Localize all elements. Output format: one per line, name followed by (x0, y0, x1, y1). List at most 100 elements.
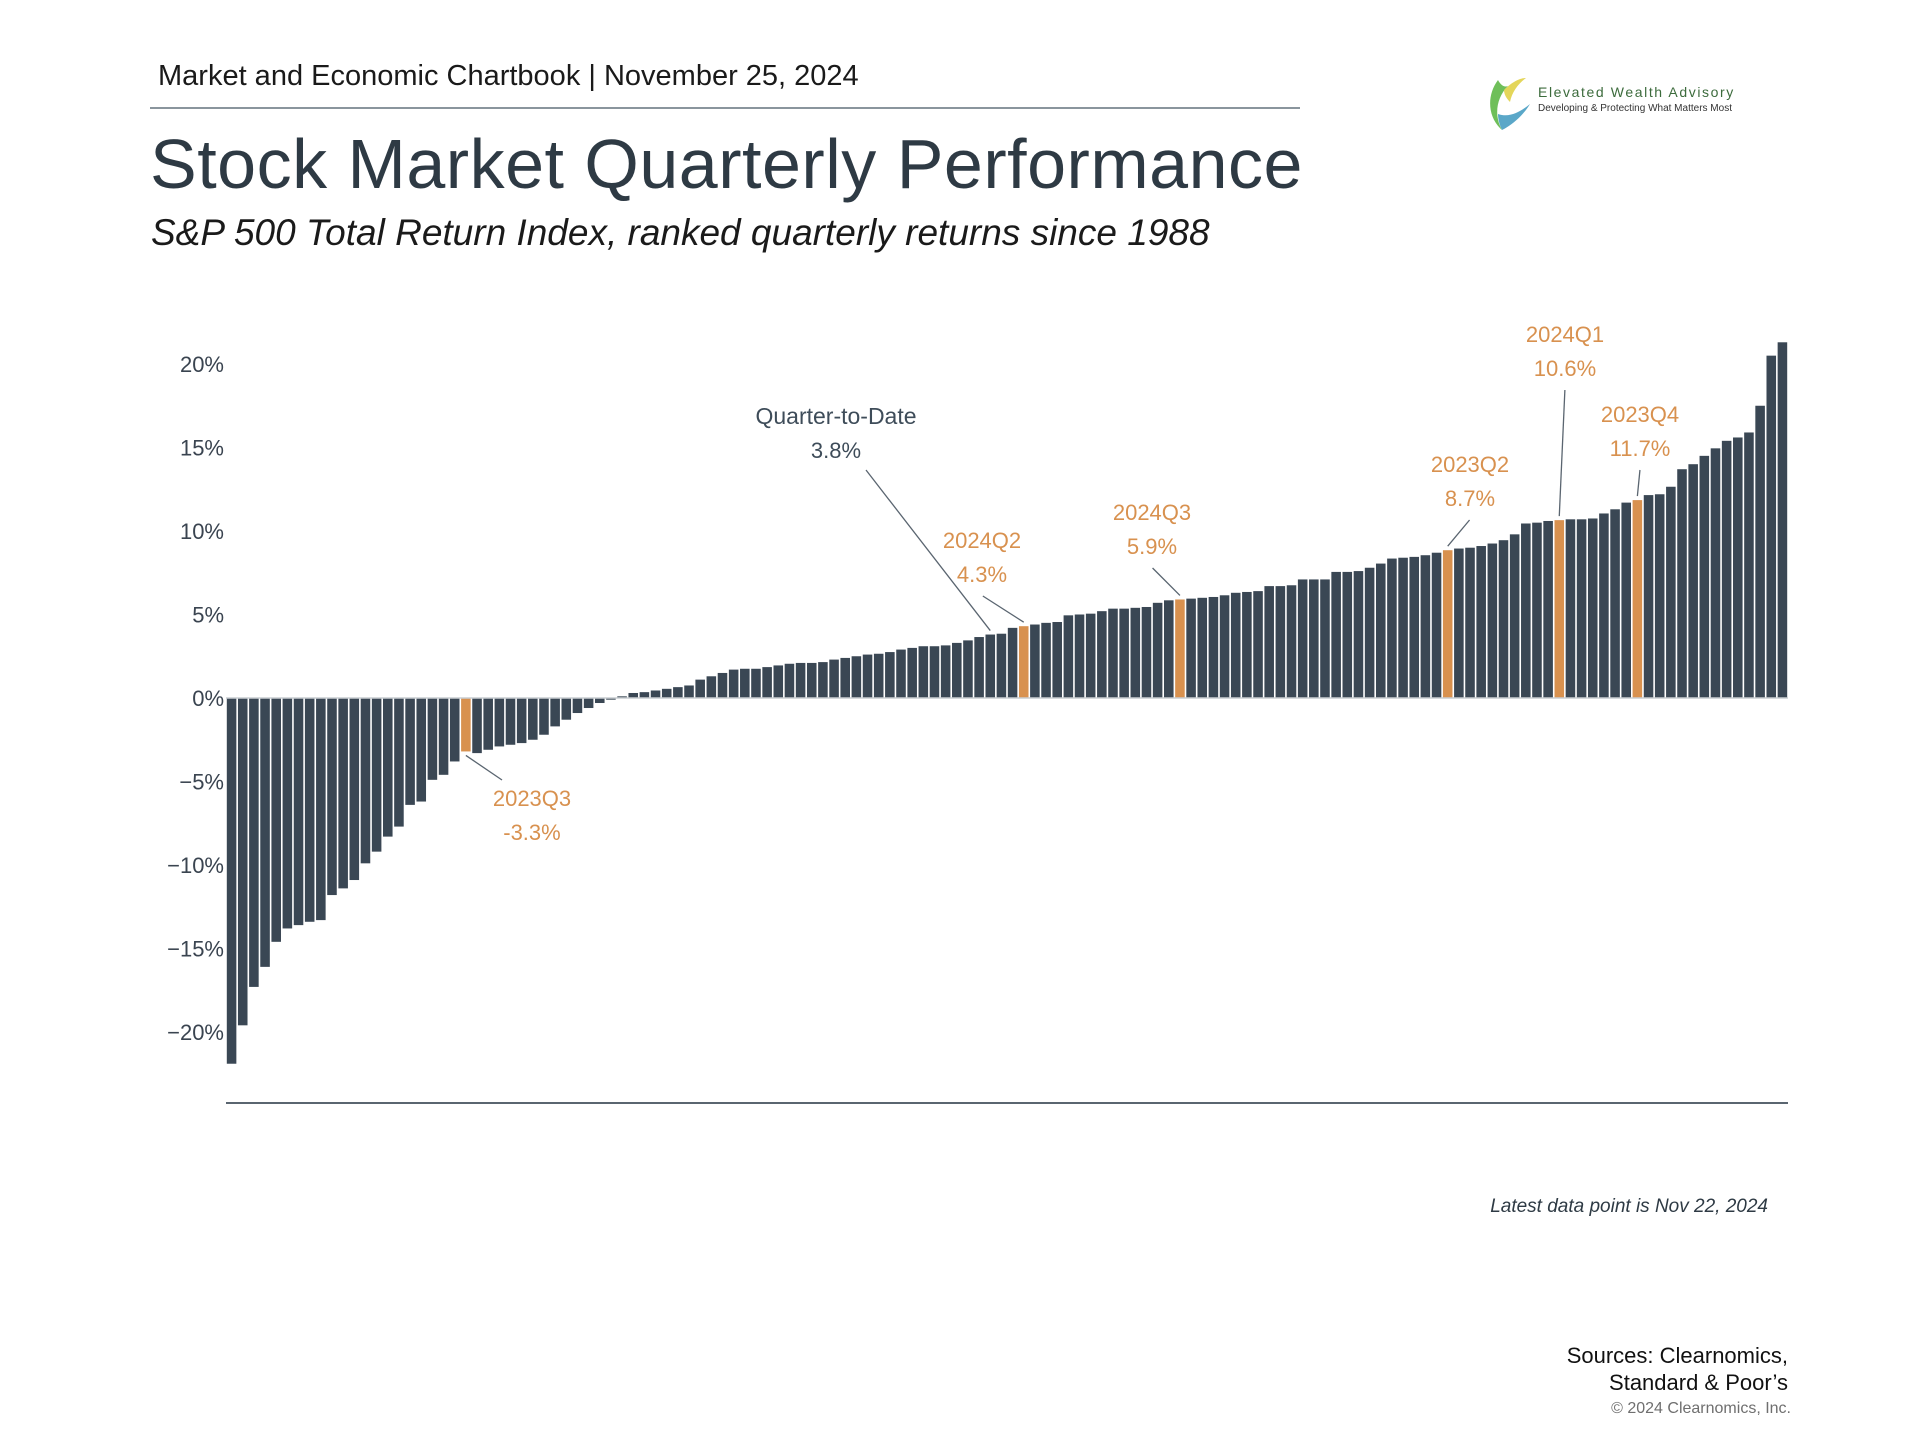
bar (940, 645, 951, 698)
bar (1230, 592, 1241, 698)
bar (449, 698, 460, 762)
bar (1164, 600, 1174, 698)
bar (583, 698, 594, 709)
bar (740, 668, 750, 698)
bar (594, 698, 605, 704)
bar (1543, 520, 1553, 698)
bar (818, 662, 828, 698)
bar (751, 668, 761, 698)
bar (1030, 624, 1040, 698)
bar (1565, 519, 1576, 698)
bar (974, 637, 984, 698)
bar (260, 698, 270, 967)
bar (1286, 585, 1297, 698)
bar (1688, 464, 1698, 698)
bar (985, 634, 996, 698)
annotation-leader-line (982, 595, 1025, 623)
bar (952, 642, 962, 698)
bar (918, 646, 929, 698)
bar (1242, 591, 1252, 698)
bar (1297, 579, 1308, 698)
bar (1587, 518, 1598, 699)
bar (1108, 608, 1118, 698)
bar (383, 698, 393, 837)
bar (1186, 598, 1196, 698)
bar (472, 698, 482, 754)
bar (1275, 586, 1286, 698)
bar (1063, 615, 1074, 699)
sources: Sources: Clearnomics, Standard & Poor’s (1567, 1342, 1788, 1396)
bar (271, 698, 281, 942)
bar (1007, 627, 1018, 698)
bar (1097, 611, 1107, 698)
bar (416, 698, 427, 802)
y-tick-label: 0% (192, 686, 224, 711)
bar (1219, 595, 1230, 698)
y-tick-label: −20% (167, 1020, 224, 1045)
ranked-returns-bar-chart: 20% 15% 10% 5% 0% −5% −10% −15% −20% 2023Q3 -3.3%… (167, 322, 1788, 1104)
leaf-swoosh-icon (1490, 78, 1530, 130)
annotation-leader-line (1636, 469, 1641, 497)
bar (282, 698, 293, 929)
bar-highlight (461, 698, 471, 752)
bar (1710, 448, 1721, 698)
bar (907, 647, 917, 698)
header-divider (150, 107, 1300, 109)
bar (1576, 519, 1587, 698)
bar (1398, 557, 1408, 698)
qtd-value: 3.8% (811, 438, 861, 463)
bar (1532, 522, 1542, 698)
bar (762, 667, 772, 698)
bar (539, 698, 549, 735)
bar (795, 662, 806, 698)
bar (628, 692, 639, 698)
bar (1387, 558, 1397, 698)
bar (1755, 405, 1765, 698)
bar (773, 665, 784, 698)
bar (483, 698, 493, 750)
annotation-value: 8.7% (1445, 486, 1495, 511)
bar (896, 649, 906, 698)
bar (1509, 534, 1520, 698)
bar (1085, 613, 1096, 698)
y-axis: 20% 15% 10% 5% 0% −5% −10% −15% −20% (167, 352, 224, 1045)
bar (1733, 437, 1743, 698)
bar-highlight (1442, 550, 1453, 698)
bar (360, 698, 371, 864)
bar (327, 698, 337, 896)
bar (1621, 502, 1631, 698)
bar (885, 652, 895, 698)
bar (1487, 543, 1498, 698)
annotation-value: 10.6% (1534, 356, 1596, 381)
bar (639, 692, 650, 698)
data-note: Latest data point is Nov 22, 2024 (1490, 1196, 1768, 1217)
chartbook-header: Market and Economic Chartbook | November… (158, 60, 859, 92)
bar (1342, 571, 1353, 698)
bar (1476, 546, 1486, 698)
y-tick-label: −10% (167, 853, 224, 878)
bar (1331, 571, 1341, 698)
y-tick-label: −5% (179, 770, 224, 795)
bar (1643, 495, 1654, 699)
bar (684, 685, 694, 698)
bar (1777, 342, 1788, 698)
annotations: 2023Q3 -3.3% 2024Q2 4.3% 2024Q3 5.9% 2023Q2 8.7… (465, 322, 1679, 845)
bar (617, 696, 627, 698)
bar (1353, 571, 1364, 698)
annotation-label: 2023Q2 (1431, 452, 1509, 477)
y-tick-label: 20% (180, 352, 224, 377)
annotation-label: 2024Q2 (943, 528, 1021, 553)
bar (494, 698, 505, 747)
bar-highlight (1554, 520, 1565, 698)
bar (528, 698, 538, 740)
bar (873, 653, 884, 698)
annotation-leader-line (1558, 389, 1566, 517)
annotation-label: 2024Q1 (1526, 322, 1604, 347)
bar (316, 698, 326, 921)
qtd-label: Quarter-to-Date (755, 403, 916, 429)
bar (394, 698, 404, 827)
bar-highlight (1175, 599, 1185, 698)
bar (1041, 622, 1051, 698)
y-tick-label: −15% (167, 937, 224, 962)
bar (1521, 523, 1531, 698)
